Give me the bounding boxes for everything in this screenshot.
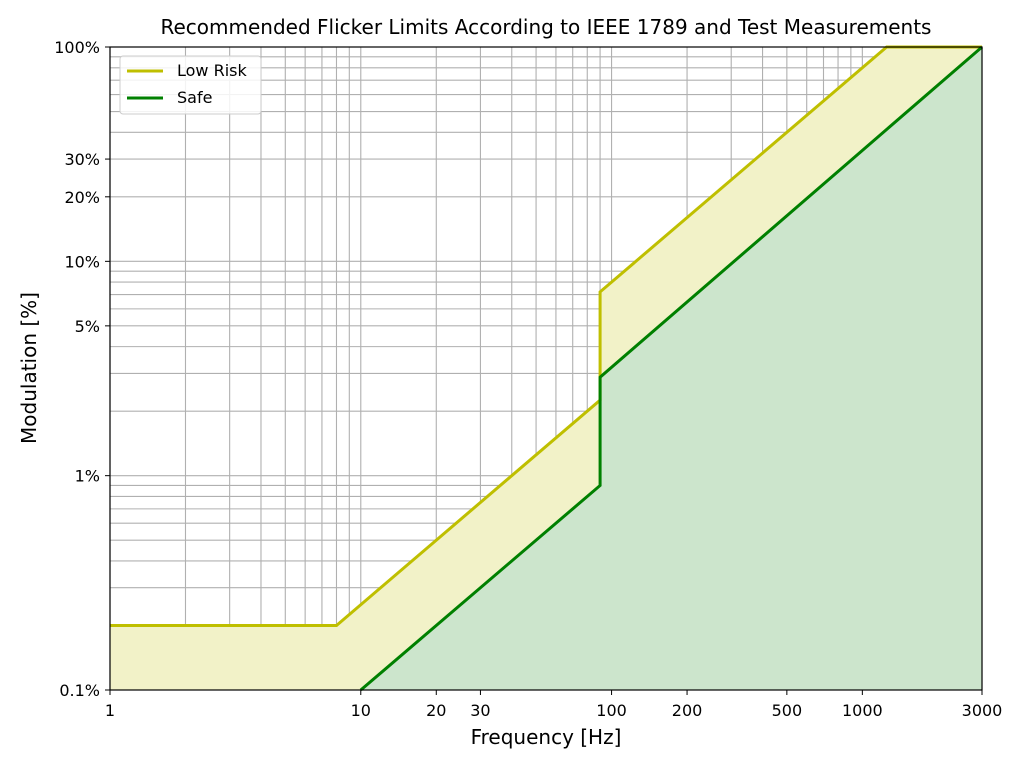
y-tick-label: 10%: [64, 252, 100, 271]
x-tick-label: 30: [470, 701, 490, 720]
y-tick-label: 30%: [64, 150, 100, 169]
y-tick-label: 1%: [75, 467, 100, 486]
x-tick-label: 1: [105, 701, 115, 720]
legend-label-low-risk: Low Risk: [177, 61, 247, 80]
area-fills: [110, 47, 982, 690]
y-tick-label: 5%: [75, 317, 100, 336]
x-axis-label: Frequency [Hz]: [471, 725, 622, 749]
x-tick-label: 20: [426, 701, 446, 720]
x-axis-ticks: 1 10 20 30 100 200 500 1000 3000: [105, 690, 1002, 720]
y-tick-label: 20%: [64, 188, 100, 207]
y-tick-label: 0.1%: [59, 681, 100, 700]
y-tick-label: 100%: [54, 38, 100, 57]
y-axis-ticks: 0.1% 1% 5% 10% 20% 30% 100%: [54, 38, 110, 700]
legend-label-safe: Safe: [177, 88, 212, 107]
x-tick-label: 10: [351, 701, 371, 720]
plot-frame: [109, 46, 983, 691]
x-tick-label: 3000: [962, 701, 1003, 720]
x-tick-label: 1000: [842, 701, 883, 720]
area-fill-safe: [360, 47, 982, 690]
legend: Low Risk Safe: [119, 55, 262, 115]
x-tick-label: 200: [672, 701, 703, 720]
x-tick-label: 500: [772, 701, 803, 720]
y-axis-label: Modulation [%]: [17, 292, 41, 444]
chart-title: Recommended Flicker Limits According to …: [161, 15, 932, 39]
x-tick-label: 100: [596, 701, 627, 720]
series-line-safe: [359, 45, 983, 692]
